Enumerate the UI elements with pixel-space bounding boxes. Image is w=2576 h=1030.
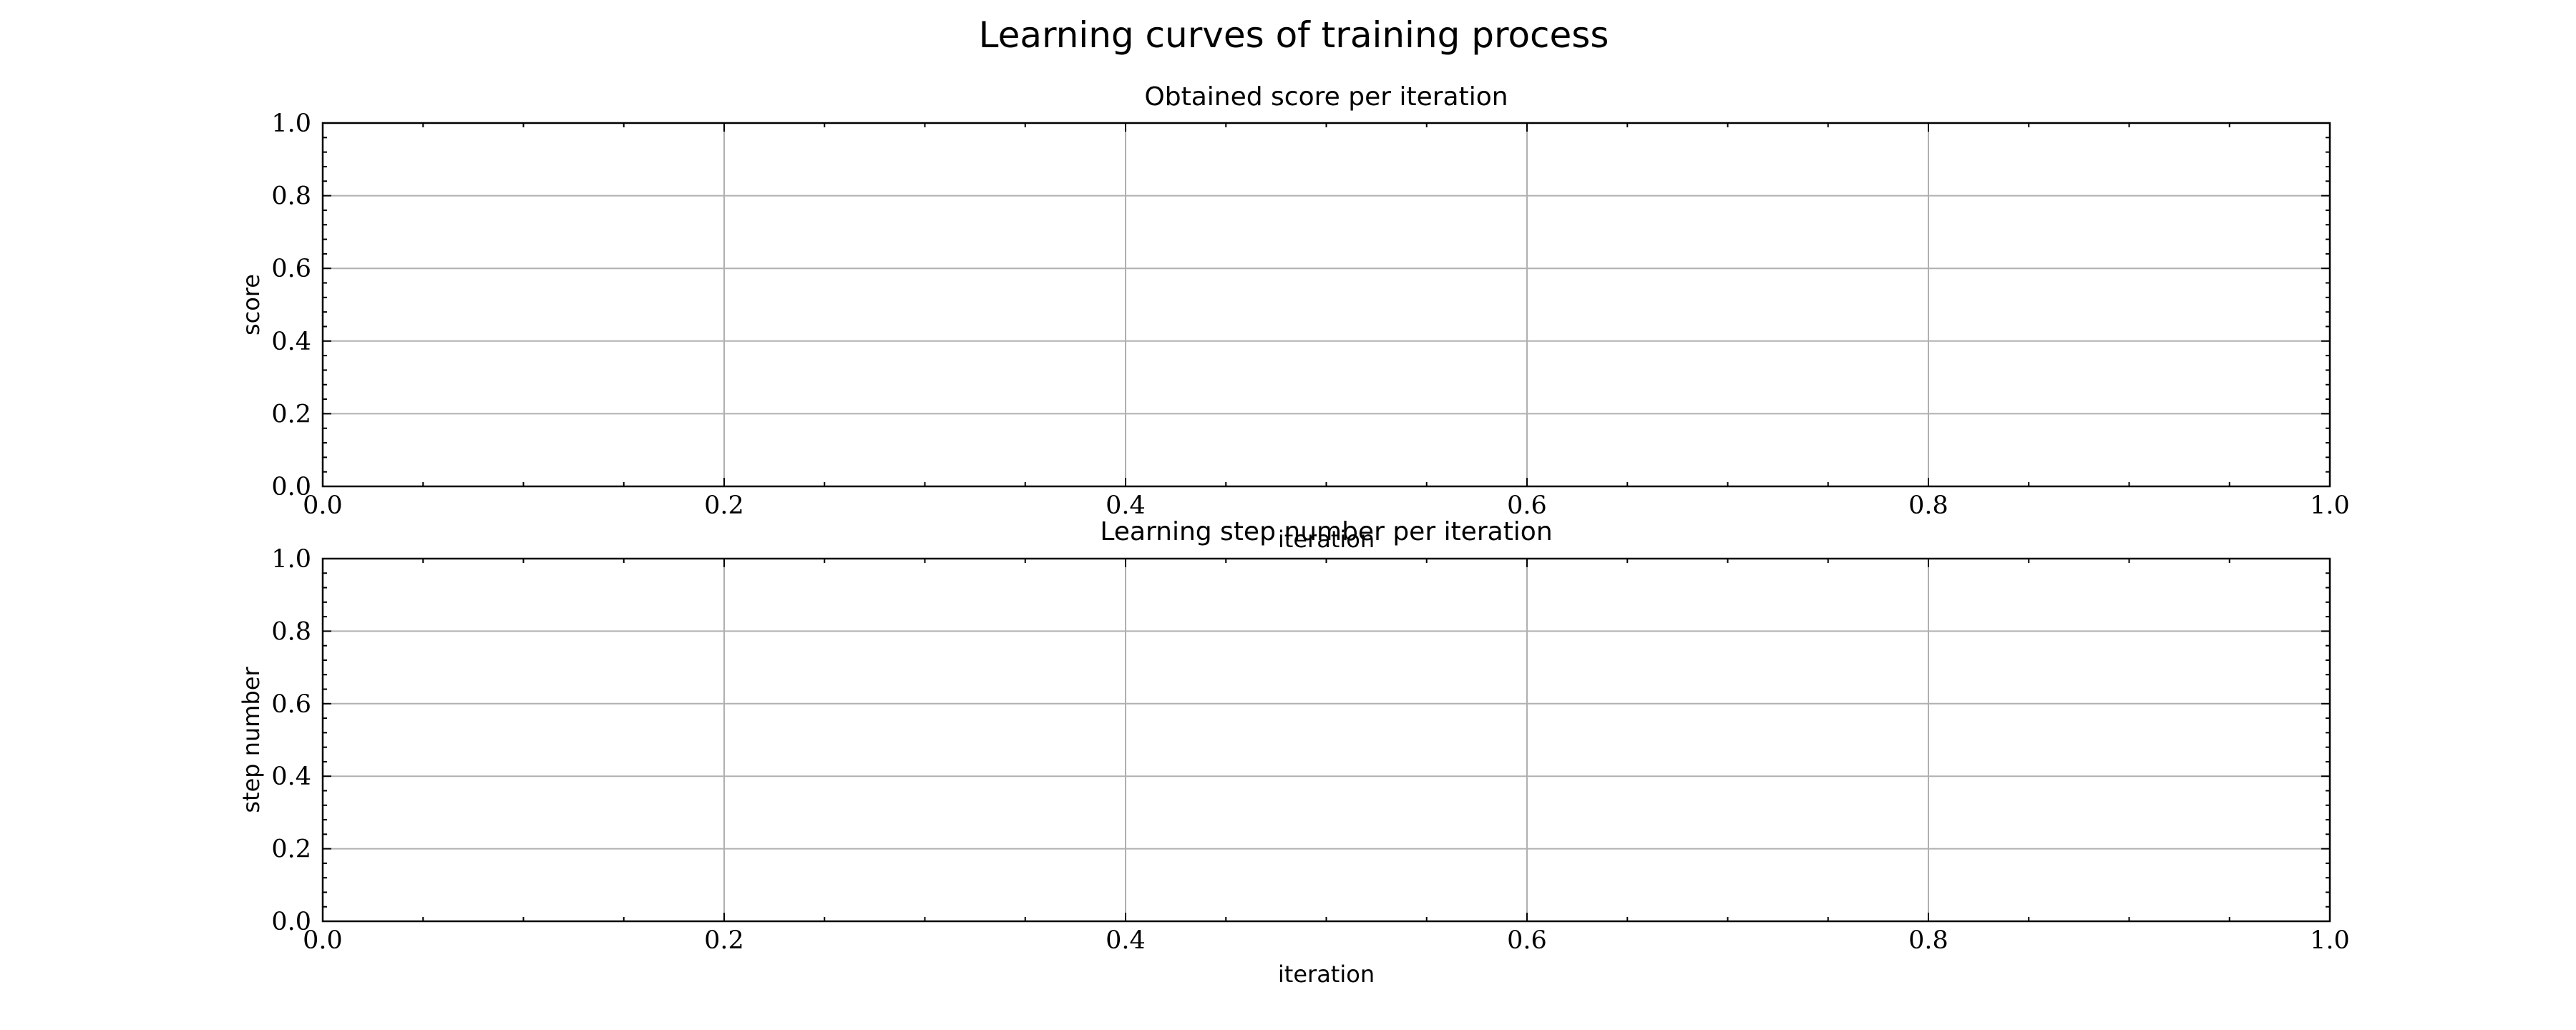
score-plot-ytick-label-0: 0.0: [271, 473, 311, 501]
score-plot-xlabel: iteration: [1278, 526, 1375, 553]
steps-plot-xlabel: iteration: [1278, 961, 1375, 988]
score-plot-xtick-label-0: 0.0: [303, 491, 343, 520]
score-plot-xtick-label-4: 0.8: [1908, 491, 1948, 520]
steps-plot-ytick-label-5: 1.0: [271, 545, 311, 574]
steps-plot-ylabel: step number: [238, 667, 265, 813]
score-plot-xtick-label-5: 1.0: [2310, 491, 2350, 520]
score-plot-xtick-label-1: 0.2: [704, 491, 744, 520]
steps-plot-ytick-label-3: 0.6: [271, 690, 311, 719]
score-plot-ytick-label-1: 0.2: [271, 400, 311, 428]
steps-plot-xtick-label-1: 0.2: [704, 926, 744, 955]
score-plot-xtick-label-2: 0.4: [1106, 491, 1146, 520]
steps-plot-xtick-label-0: 0.0: [303, 926, 343, 955]
steps-plot-frame: [321, 557, 2331, 923]
steps-plot-ytick-label-1: 0.2: [271, 835, 311, 864]
steps-plot-xtick-label-4: 0.8: [1908, 926, 1948, 955]
score-plot-ylabel: score: [238, 274, 265, 335]
figure-title: Learning curves of training process: [979, 14, 1609, 56]
score-plot-ytick-label-3: 0.6: [271, 255, 311, 283]
steps-plot-ytick-label-0: 0.0: [271, 908, 311, 936]
steps-plot-title: Learning step number per iteration: [1100, 517, 1552, 546]
score-plot-ytick-label-4: 0.8: [271, 182, 311, 211]
steps-plot-xtick-label-5: 1.0: [2310, 926, 2350, 955]
steps-plot: 0.0 0.2 0.4 0.6 0.8 1.0 0.0 0.2 0.4 0.6 0.8 1.0 Lear…: [238, 517, 2350, 988]
score-plot-ytick-label-5: 1.0: [271, 109, 311, 138]
score-plot: 0.0 0.2 0.4 0.6 0.8 1.0 0.0 0.2 0.4 0.6 0.8 1.0 Obta…: [238, 82, 2350, 553]
score-plot-xtick-label-3: 0.6: [1507, 491, 1547, 520]
steps-plot-xtick-label-2: 0.4: [1106, 926, 1146, 955]
steps-plot-ytick-label-4: 0.8: [271, 617, 311, 646]
score-plot-frame: [321, 122, 2331, 488]
steps-plot-ytick-label-2: 0.4: [271, 762, 311, 791]
score-plot-ytick-label-2: 0.4: [271, 328, 311, 356]
score-plot-title: Obtained score per iteration: [1144, 82, 1508, 112]
steps-plot-xtick-label-3: 0.6: [1507, 926, 1547, 955]
